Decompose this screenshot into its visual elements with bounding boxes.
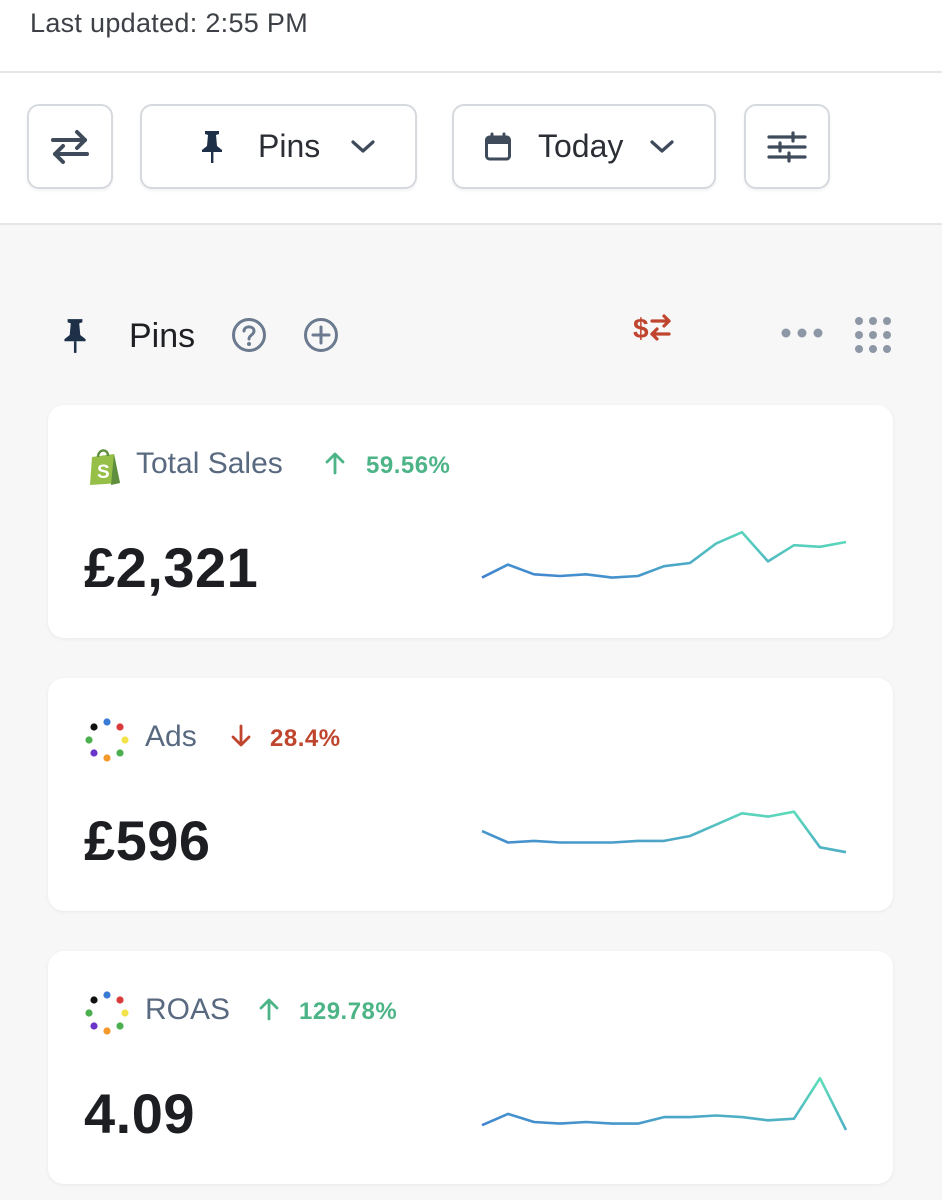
- sparkline-series: [481, 530, 847, 579]
- arrow-up-icon: [259, 998, 279, 1021]
- pins-dropdown-label: Pins: [258, 128, 321, 164]
- currency-exchange-icon[interactable]: $: [632, 311, 672, 345]
- divider: [0, 71, 942, 73]
- svg-text:S: S: [97, 462, 110, 483]
- calendar-icon: [485, 132, 511, 160]
- swap-view-button[interactable]: [27, 104, 113, 189]
- metric-value: £2,321: [84, 536, 259, 599]
- metric-name: ROAS: [145, 993, 231, 1026]
- arrow-up-icon: [325, 452, 345, 475]
- date-range-label: Today: [538, 128, 624, 164]
- multicolor-dots-icon: [85, 718, 129, 762]
- pins-dropdown[interactable]: Pins: [140, 104, 417, 189]
- grid-view-icon[interactable]: [854, 316, 892, 354]
- change-percent: 28.4%: [270, 725, 341, 752]
- add-circle-icon[interactable]: [303, 317, 339, 353]
- metric-value: 4.09: [84, 1082, 195, 1145]
- metric-name: Ads: [145, 720, 197, 753]
- sparkline-series: [481, 810, 847, 854]
- metric-card-roas[interactable]: ROAS 129.78% 4.09: [48, 951, 893, 1184]
- chevron-down-icon: [351, 139, 375, 153]
- top-bar: Last updated: 2:55 PM Pins Today: [0, 0, 942, 225]
- section-title: Pins: [129, 317, 196, 355]
- sparkline-chart: [481, 810, 847, 854]
- multicolor-dots-icon: [85, 991, 129, 1035]
- change-percent: 129.78%: [299, 998, 398, 1025]
- change-percent: 59.56%: [366, 452, 451, 479]
- pin-icon: [202, 130, 222, 163]
- sparkline-chart: [481, 1076, 848, 1131]
- metric-name: Total Sales: [136, 447, 283, 480]
- swap-arrows-icon: [51, 129, 89, 164]
- filter-settings-button[interactable]: [744, 104, 830, 189]
- date-range-dropdown[interactable]: Today: [452, 104, 716, 189]
- sparkline-chart: [481, 530, 847, 579]
- sliders-icon: [767, 130, 807, 163]
- metric-value: £596: [84, 809, 211, 872]
- more-options-icon[interactable]: [780, 327, 824, 339]
- help-icon[interactable]: [231, 317, 267, 353]
- pin-icon: [64, 319, 86, 353]
- last-updated-text: Last updated: 2:55 PM: [30, 8, 308, 38]
- metric-card-total-sales[interactable]: S Total Sales 59.56% £2,321: [48, 405, 893, 638]
- metric-card-ads[interactable]: Ads 28.4% £596: [48, 678, 893, 911]
- shopify-icon: S: [90, 449, 120, 485]
- arrow-down-icon: [231, 724, 251, 747]
- svg-text:$: $: [633, 313, 649, 344]
- chevron-down-icon: [650, 139, 674, 153]
- sparkline-series: [481, 1076, 848, 1131]
- pins-section-header: Pins $: [0, 305, 942, 365]
